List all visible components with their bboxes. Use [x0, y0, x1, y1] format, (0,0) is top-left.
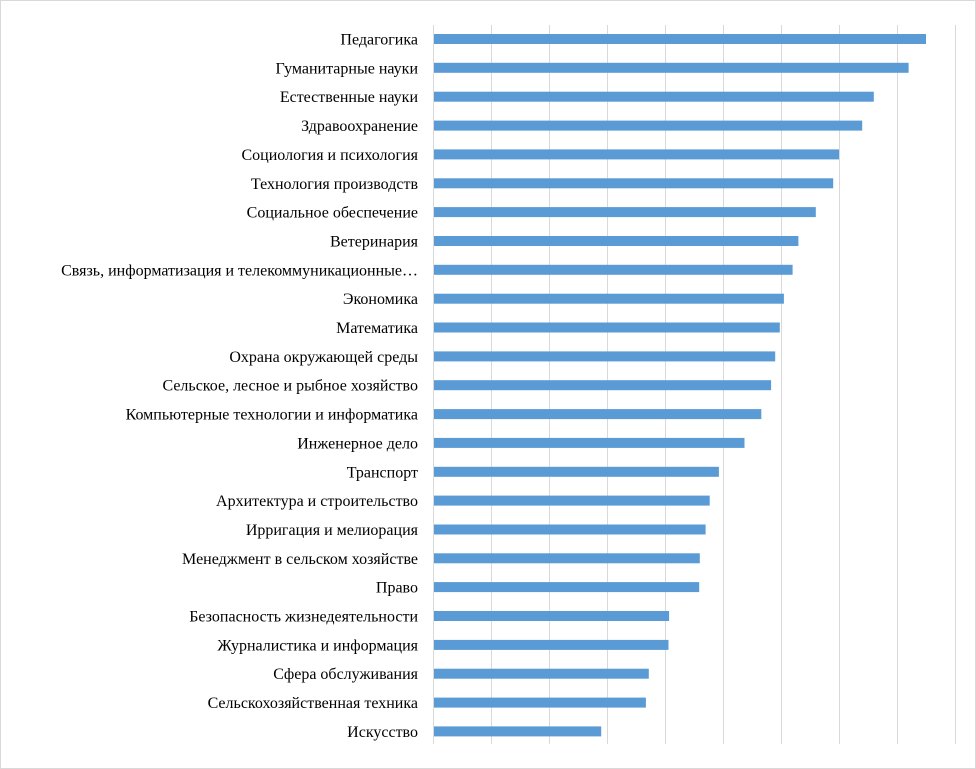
bar [434, 380, 772, 391]
category-label: Компьютерные технологии и информатика [126, 407, 418, 424]
bar [434, 495, 710, 506]
bar [434, 264, 793, 275]
bar [434, 34, 926, 44]
category-label: Экономика [343, 291, 418, 308]
bar [434, 207, 816, 218]
category-label: Педагогика [340, 32, 418, 49]
category-label: Транспорт [347, 464, 418, 481]
bar [434, 668, 649, 679]
category-label: Ветеринария [330, 234, 419, 251]
category-label: Сфера обслуживания [273, 666, 418, 683]
bar [434, 351, 776, 362]
bar [434, 293, 784, 304]
category-label: Связь, информатизация и телекоммуникацио… [61, 262, 418, 279]
category-label: Менеджмент в сельском хозяйстве [182, 551, 418, 568]
category-label: Инженерное дело [297, 435, 418, 452]
bar [434, 120, 863, 131]
category-label: Естественные науки [280, 89, 419, 106]
category-label: Гуманитарные науки [275, 60, 418, 77]
bar [434, 62, 909, 73]
bar [434, 466, 719, 477]
bar [434, 409, 762, 420]
category-label: Безопасность жизнедеятельности [189, 609, 418, 626]
category-label: Социальное обеспечение [247, 205, 418, 222]
bar [434, 524, 706, 535]
category-labels: Педагогика Гуманитарные науки Естественные… [61, 32, 419, 741]
bar [434, 178, 834, 189]
bars [434, 34, 926, 737]
category-label: Ирригация и мелиорация [246, 522, 419, 539]
bar [434, 582, 700, 593]
bar [434, 697, 646, 708]
category-label: Охрана окружающей среды [229, 349, 418, 366]
bar [434, 726, 602, 737]
category-label: Математика [336, 320, 418, 337]
category-label: Архитектура и строительство [216, 493, 418, 510]
bar [434, 149, 839, 160]
category-label: Искусство [347, 724, 418, 741]
bar [434, 91, 874, 102]
category-label: Сельскохозяйственная техника [208, 695, 418, 712]
category-label: Социология и психология [242, 147, 419, 164]
bar [434, 236, 799, 246]
bar [434, 553, 700, 564]
bar [434, 639, 669, 650]
category-label: Журналистика и информация [217, 637, 418, 654]
bar [434, 322, 780, 333]
category-label: Сельское, лесное и рыбное хозяйство [162, 378, 418, 395]
bar [434, 611, 670, 621]
category-label: Технология производств [251, 176, 419, 193]
category-label: Здравоохранение [301, 118, 418, 135]
bar [434, 437, 745, 448]
category-label: Право [376, 580, 418, 597]
